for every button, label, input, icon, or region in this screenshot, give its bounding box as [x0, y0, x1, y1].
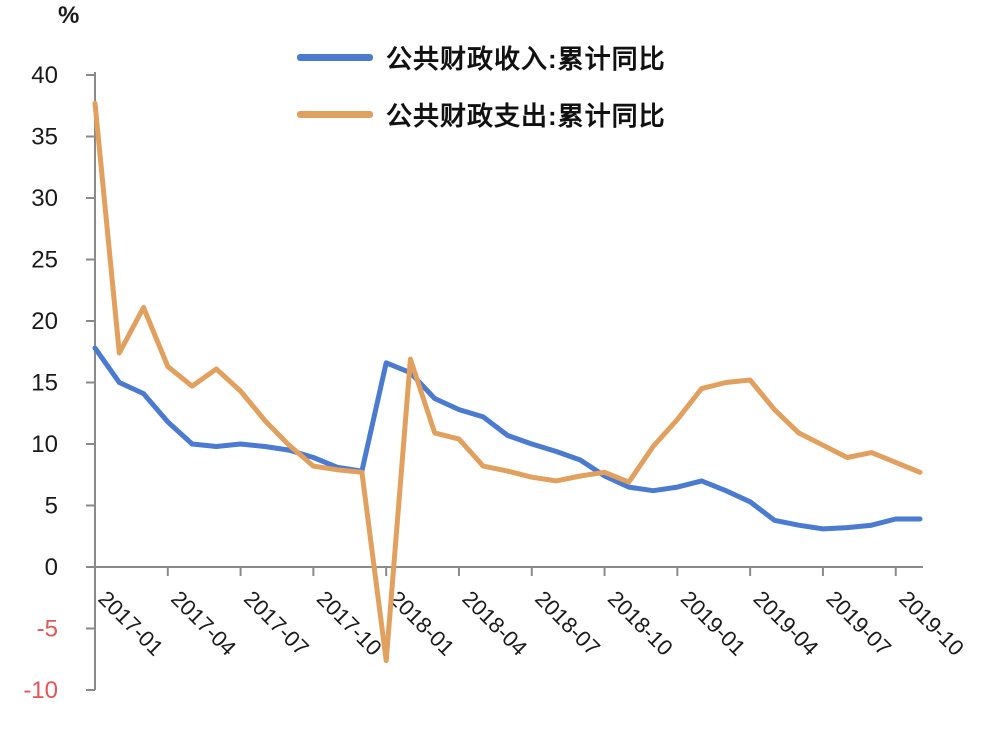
- x-axis-tick-label: 2018-04: [457, 586, 532, 661]
- x-axis-tick-label: 2018-01: [385, 586, 460, 661]
- revenue-line: [92, 345, 923, 532]
- x-axis-tick-label: 2018-10: [603, 586, 678, 661]
- y-axis-tick-label: 10: [31, 431, 58, 458]
- y-axis-tick-label: 20: [31, 308, 58, 335]
- x-axis-tick-label: 2017-01: [93, 586, 168, 661]
- revenue-line-swatch: [297, 53, 373, 61]
- y-axis-unit-label: %: [58, 2, 80, 29]
- legend-item-expenditure: 公共财政支出:累计同比: [297, 97, 666, 131]
- expenditure-line-swatch: [297, 110, 373, 118]
- y-axis-tick-label: -5: [37, 616, 58, 643]
- y-axis-tick-label: -10: [23, 677, 58, 704]
- legend-item-revenue: 公共财政收入:累计同比: [297, 40, 666, 74]
- legend-label-expenditure: 公共财政支出:累计同比: [386, 100, 666, 131]
- legend-label-revenue: 公共财政收入:累计同比: [386, 43, 666, 74]
- x-axis-tick-label: 2017-07: [239, 586, 314, 661]
- x-axis-tick-label: 2019-04: [749, 586, 824, 661]
- y-axis-tick-label: 5: [45, 493, 58, 520]
- y-axis-tick-label: 35: [31, 124, 58, 151]
- y-axis-tick-label: 0: [45, 554, 58, 581]
- y-axis-tick-label: 30: [31, 185, 58, 212]
- x-axis-tick-label: 2017-10: [312, 586, 387, 661]
- x-axis-tick-label: 2019-07: [821, 586, 896, 661]
- expenditure-line: [92, 100, 923, 663]
- chart-legend: 公共财政收入:累计同比 公共财政支出:累计同比: [297, 40, 666, 154]
- y-axis-tick-label: 15: [31, 370, 58, 397]
- x-axis-tick-label: 2018-07: [530, 586, 605, 661]
- x-axis-tick-label: 2017-04: [166, 586, 241, 661]
- y-axis-tick-label: 25: [31, 247, 58, 274]
- y-axis-tick-label: 40: [31, 62, 58, 89]
- x-axis-tick-label: 2019-10: [894, 586, 969, 661]
- x-axis-tick-label: 2019-01: [676, 586, 751, 661]
